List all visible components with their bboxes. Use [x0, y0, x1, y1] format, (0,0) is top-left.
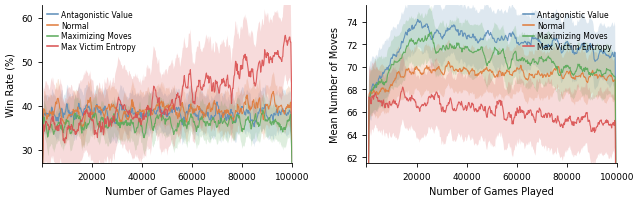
X-axis label: Number of Games Played: Number of Games Played — [104, 186, 229, 197]
Legend: Antagonistic Value, Normal, Maximizing Moves, Max Victim Entropy: Antagonistic Value, Normal, Maximizing M… — [521, 9, 613, 53]
X-axis label: Number of Games Played: Number of Games Played — [429, 186, 554, 197]
Y-axis label: Mean Number of Moves: Mean Number of Moves — [330, 27, 340, 142]
Legend: Antagonistic Value, Normal, Maximizing Moves, Max Victim Entropy: Antagonistic Value, Normal, Maximizing M… — [45, 9, 138, 53]
Y-axis label: Win Rate (%): Win Rate (%) — [6, 53, 15, 116]
